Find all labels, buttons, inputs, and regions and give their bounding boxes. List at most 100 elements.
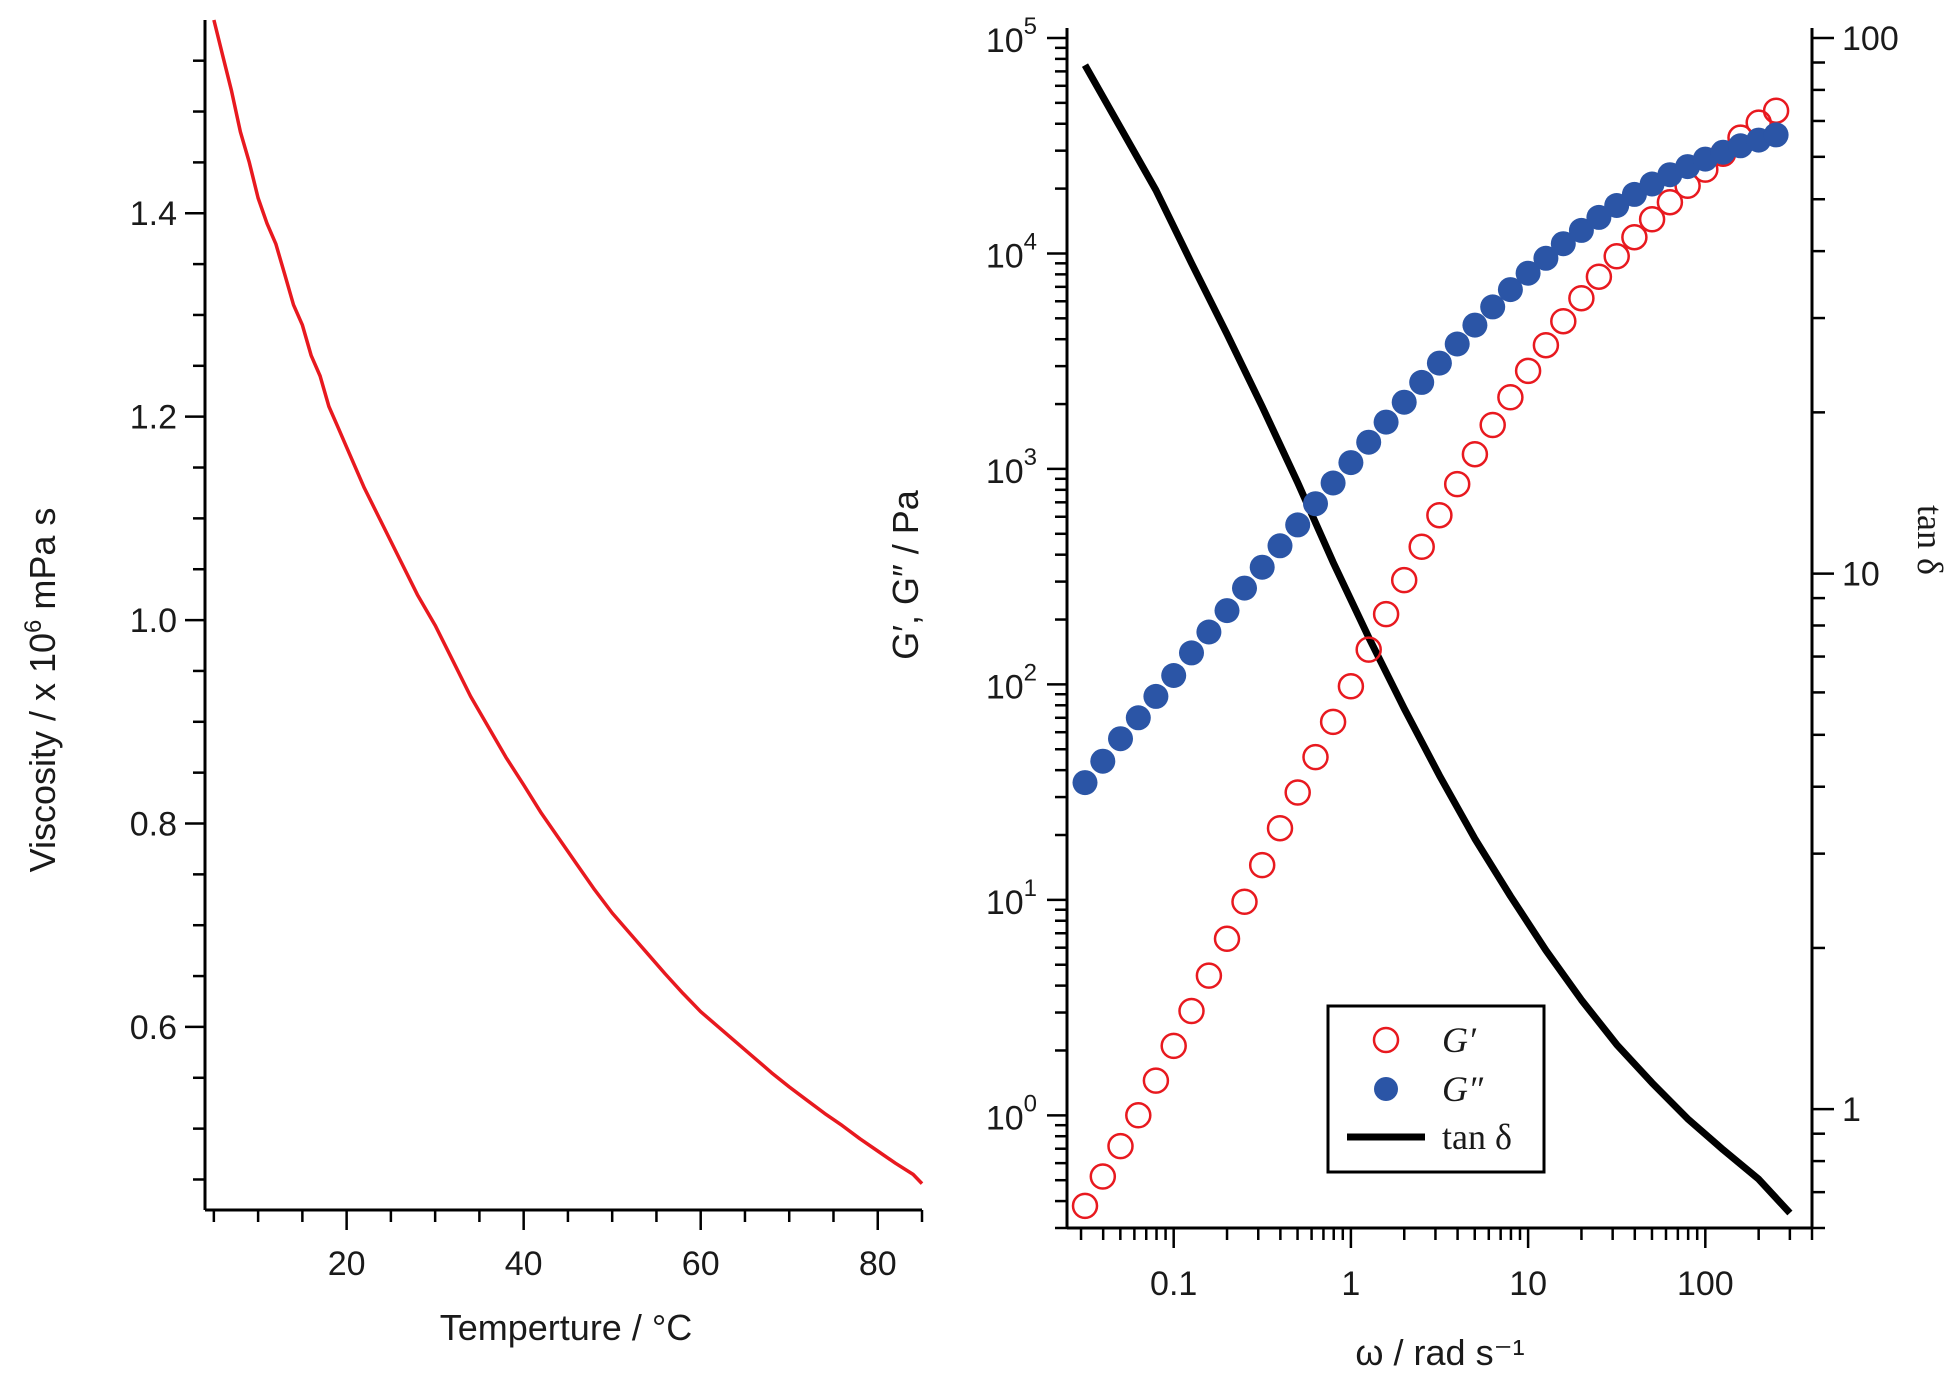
g-double-prime-point (1373, 409, 1399, 435)
legend-marker-gdoubleprime (1374, 1077, 1398, 1101)
legend-label-gdoubleprime: G″ (1442, 1069, 1484, 1109)
g-double-prime-point (1143, 683, 1169, 709)
g-double-prime-point (1515, 260, 1541, 286)
g-double-prime-point (1533, 245, 1559, 271)
g-prime-point (1071, 1192, 1099, 1220)
legend-marker-gprime (1372, 1026, 1400, 1054)
viscosity-x-tick-label: 20 (328, 1245, 366, 1283)
g-prime-point (1426, 501, 1453, 529)
viscosity-y-axis-title: Viscosity / x 106 mPa s (20, 508, 63, 873)
g-double-prime-point (1214, 598, 1240, 624)
g-prime-point (1160, 1032, 1187, 1060)
modulus-y-tick-label: 105 (986, 13, 1037, 60)
viscosity-x-tick-label: 80 (859, 1245, 897, 1283)
modulus-y-tick-label: 102 (986, 659, 1037, 706)
g-double-prime-point (1090, 748, 1116, 774)
modulus-series (1071, 63, 1793, 1220)
modulus-x-axis-title: ω / rad s⁻¹ (1355, 1332, 1524, 1373)
modulus-y-axis-title: G′, G″ / Pa (885, 489, 926, 660)
tan-delta-tick-label: 100 (1842, 20, 1899, 58)
g-double-prime-point (1409, 369, 1435, 395)
g-prime-point (1337, 673, 1365, 700)
g-double-prime-point (1462, 312, 1488, 338)
modulus-x-tick-label: 1 (1341, 1265, 1360, 1303)
g-prime-point (1213, 925, 1241, 953)
g-prime-point (1248, 851, 1276, 879)
viscosity-x-tick-label: 60 (682, 1245, 720, 1283)
g-double-prime-point (1497, 277, 1523, 303)
viscosity-y-tick-label: 0.8 (130, 806, 177, 844)
g-prime-point (1656, 188, 1684, 216)
g-double-prime-point (1303, 491, 1328, 517)
modulus-y-tick-label: 100 (986, 1090, 1037, 1137)
g-prime-point (1390, 566, 1418, 594)
modulus-y-tick-label: 103 (986, 444, 1037, 491)
g-prime-point (1178, 997, 1205, 1025)
g-prime-point (1195, 962, 1223, 989)
g-prime-point (1231, 888, 1258, 916)
g-prime-point (1585, 263, 1613, 290)
g-prime-point (1142, 1067, 1170, 1094)
g-prime-point (1638, 206, 1666, 233)
g-double-prime-point (1196, 619, 1222, 645)
g-prime-point (1514, 357, 1542, 385)
g-double-prime-point (1249, 554, 1275, 580)
g-prime-point (1266, 814, 1294, 842)
legend-label-gprime: G′ (1442, 1020, 1477, 1060)
g-double-prime-point (1285, 512, 1311, 538)
modulus-y-tick-label: 104 (986, 228, 1037, 275)
g-double-prime-point (1320, 470, 1346, 496)
viscosity-panel: 20 40 60 800.60.81.01.21.4 Temperture / °C … (20, 19, 924, 1348)
viscosity-axes: 20 40 60 80 0.6 0.8 1.0 1.2 1.4 (130, 20, 924, 1283)
g-prime-point (1443, 470, 1471, 498)
g-prime-point (1372, 600, 1400, 628)
viscosity-y-tick-label: 1.2 (130, 399, 177, 437)
g-prime-point (1532, 331, 1560, 359)
g-double-prime-point (1338, 450, 1364, 476)
legend-box (1326, 1004, 1546, 1174)
g-prime-point (1302, 743, 1329, 771)
g-double-prime-point (1444, 331, 1470, 357)
modulus-x-tick-label: 100 (1677, 1265, 1734, 1303)
tan-delta-line (1081, 63, 1793, 1216)
modulus-x-tick-label: 0.1 (1150, 1265, 1197, 1303)
g-prime-point (1408, 533, 1435, 561)
modulus-panel: 0.1 1 10 100 100 101 102 103 104 105 1 10 100 ω / ra… (885, 13, 1950, 1373)
g-prime-point (1568, 284, 1595, 312)
g-prime-point (1479, 411, 1506, 439)
g-prime-point (1497, 384, 1524, 411)
viscosity-x-axis-title: Temperture / °C (440, 1307, 692, 1348)
viscosity-curve (212, 19, 924, 1185)
g-double-prime-point (1161, 663, 1187, 688)
modulus-axes: 0.1 1 10 100 100 101 102 103 104 105 1 10 100 (986, 13, 1899, 1303)
g-prime-point (1355, 636, 1382, 663)
viscosity-y-tick-label: 1.4 (130, 195, 177, 233)
g-double-prime-point (1763, 122, 1789, 148)
viscosity-series (212, 19, 924, 1185)
g-double-prime-point (1232, 575, 1257, 601)
g-prime-point (1089, 1163, 1117, 1190)
g-double-prime-point (1267, 533, 1293, 559)
g-prime-point (1603, 243, 1630, 270)
viscosity-y-tick-label: 1.0 (130, 602, 177, 640)
g-double-prime-point (1072, 770, 1098, 796)
g-double-prime-point (1568, 217, 1594, 243)
g-prime-point (1284, 779, 1311, 806)
legend: G′ G″ tan δ (1326, 1004, 1546, 1174)
g-prime-point (1125, 1102, 1152, 1129)
legend-label-tan-delta: tan δ (1442, 1117, 1512, 1157)
g-prime-point (1621, 223, 1648, 251)
g-prime-point (1550, 307, 1577, 335)
tan-delta-tick-label: 10 (1842, 556, 1880, 594)
g-double-prime-point (1586, 204, 1612, 230)
g-double-prime-point (1480, 294, 1506, 320)
g-double-prime-point (1391, 389, 1417, 415)
g-prime-point (1107, 1132, 1134, 1160)
g-double-prime-point (1550, 231, 1576, 257)
viscosity-y-tick-label: 0.6 (130, 1009, 177, 1047)
tan-delta-axis-title: tan δ (1910, 505, 1950, 575)
viscosity-x-tick-label: 40 (505, 1245, 543, 1283)
g-double-prime-point (1108, 726, 1133, 752)
g-prime-point (1319, 708, 1347, 736)
